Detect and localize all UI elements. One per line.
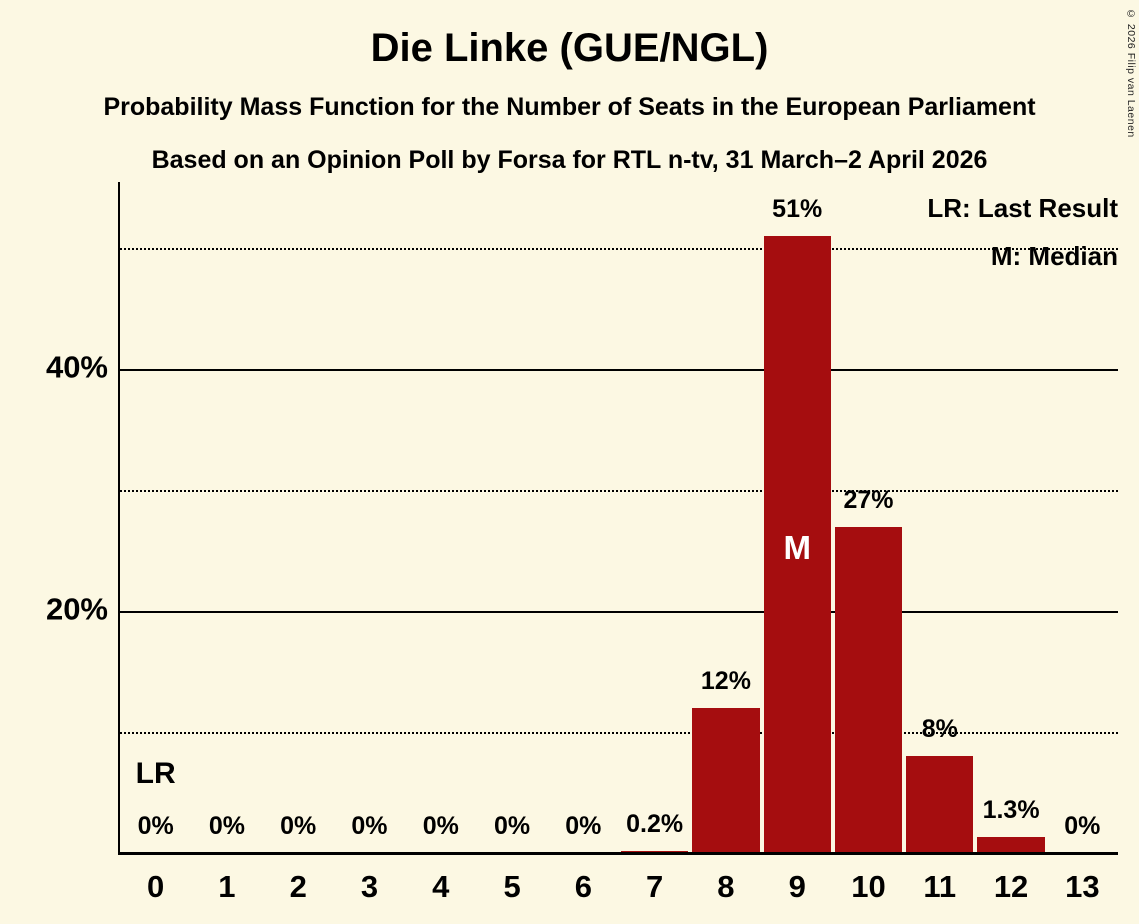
bar-value-label-10: 27% (843, 485, 894, 514)
chart-title: Die Linke (GUE/NGL) (370, 26, 769, 70)
chart-legend: LR: Last Result M: Median (927, 184, 1118, 280)
bar-seat-8 (692, 707, 760, 853)
gridline-dotted-10 (120, 732, 1118, 735)
gridline-solid-20 (120, 611, 1118, 614)
bar-value-label-3: 0% (351, 812, 388, 840)
y-axis-label-20: 20% (45, 591, 108, 627)
legend-median: M: Median (990, 241, 1118, 271)
x-axis-line (118, 852, 1118, 855)
x-axis-label-6: 6 (574, 869, 592, 904)
plot-area: 20% 40% 0% 0 0% 1 0% 2 0% 3 0% 4 0% 5 0% 6 0.2% 7 12% 8 51% 9… (46, 182, 1118, 904)
x-axis-label-5: 5 (503, 869, 521, 904)
x-axis-label-9: 9 (788, 869, 806, 904)
bar-seat-7 (621, 850, 689, 853)
bar-value-label-7: 0.2% (626, 809, 684, 838)
median-marker: M (783, 528, 811, 566)
bar-seat-9 (763, 236, 831, 853)
chart-subtitle-pmf: Probability Mass Function for the Number… (103, 93, 1036, 121)
bar-value-label-0: 0% (137, 812, 174, 840)
bar-value-label-4: 0% (422, 812, 459, 840)
bar-value-label-1: 0% (208, 812, 245, 840)
copyright-note: © 2026 Filip van Laenen (1125, 8, 1137, 138)
x-axis-label-12: 12 (993, 869, 1029, 904)
bar-value-label-12: 1.3% (982, 796, 1040, 825)
x-axis-label-2: 2 (289, 869, 307, 904)
bar-seat-11 (906, 756, 974, 853)
gridline-dotted-50 (120, 248, 1118, 251)
bar-seat-10 (834, 526, 903, 853)
x-axis-label-13: 13 (1065, 869, 1100, 904)
x-axis-label-8: 8 (717, 869, 735, 904)
bar-value-label-2: 0% (280, 812, 317, 840)
x-axis-label-11: 11 (923, 869, 957, 904)
gridline-dotted-30 (120, 490, 1118, 493)
last-result-marker: LR (135, 757, 176, 790)
bar-value-label-8: 12% (700, 666, 751, 695)
x-axis-label-3: 3 (360, 869, 379, 904)
bar-seat-12 (977, 837, 1045, 853)
y-axis-label-40: 40% (45, 349, 108, 385)
x-axis-label-10: 10 (851, 869, 886, 904)
bar-value-label-9: 51% (772, 195, 823, 224)
bar-value-label-6: 0% (565, 812, 602, 840)
x-axis-label-4: 4 (432, 869, 450, 904)
bar-value-label-13: 0% (1064, 812, 1101, 840)
legend-last-result: LR: Last Result (927, 193, 1118, 223)
x-axis-label-1: 1 (218, 869, 236, 904)
y-axis-line (118, 182, 120, 853)
x-axis-label-7: 7 (646, 869, 664, 904)
bar-value-label-11: 8% (921, 715, 958, 744)
chart-subtitle-poll: Based on an Opinion Poll by Forsa for RT… (151, 146, 988, 174)
gridline-solid-40 (120, 369, 1118, 372)
bar-value-label-5: 0% (493, 812, 531, 840)
x-axis-label-0: 0 (147, 869, 165, 904)
